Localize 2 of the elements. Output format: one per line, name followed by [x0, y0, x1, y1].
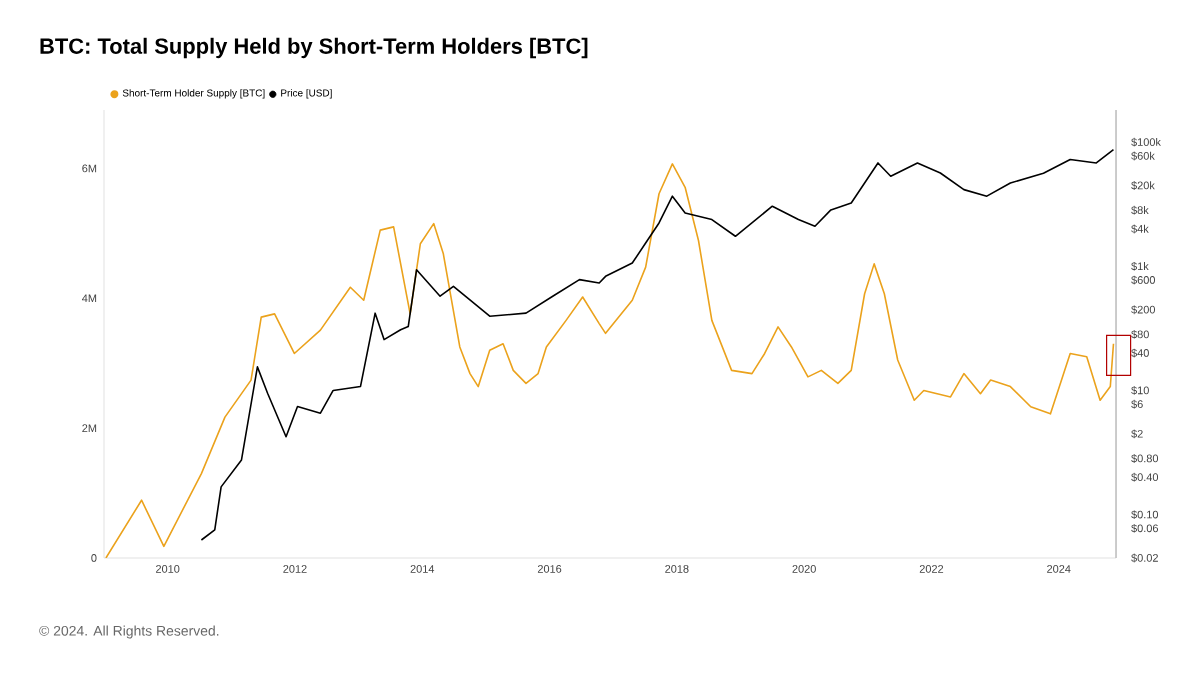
line-series [200, 148, 1115, 541]
chart-title: BTC: Total Supply Held by Short-Term Holders [BTC] [40, 37, 588, 59]
